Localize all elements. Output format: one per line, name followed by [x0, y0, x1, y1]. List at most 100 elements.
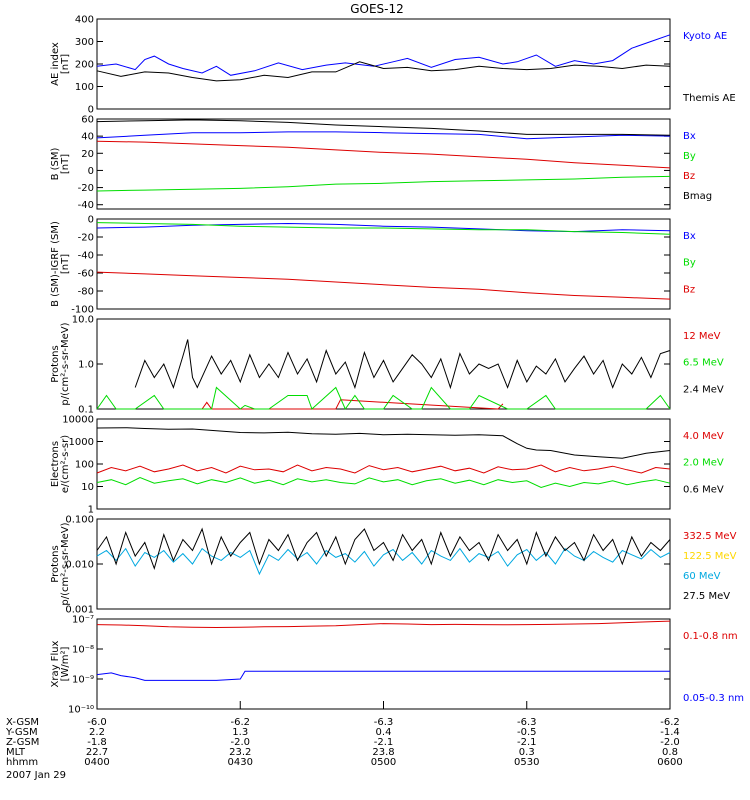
ephemeris-value: 0500: [371, 757, 396, 768]
y-tick-label: -20: [78, 233, 94, 244]
legend-entry: Bz: [683, 171, 695, 182]
y-axis-label: B (SM)-IGRF (SM): [50, 221, 61, 307]
panel-frame: [96, 318, 671, 410]
legend-entry: 332.5 MeV: [683, 531, 737, 542]
ephemeris-value: -6.3: [517, 717, 537, 728]
x-axis-group: X-GSM -6.0 -6.2 -6.3 -6.3 -6.2Y-GSM 2.2 1.3 0.4-…: [5, 701, 683, 768]
y-tick-label: 10⁻⁹: [72, 675, 94, 686]
series-line: [96, 222, 671, 235]
y-tick-label: -40: [78, 251, 94, 262]
panel-5: 1 10 100 1000 10000 Electrons e/(cm²-s-sr) 4.0 …: [50, 415, 724, 516]
y-tick-label: 10: [81, 482, 94, 493]
ephemeris-value: -2.1: [517, 737, 537, 748]
panel-frame: [96, 418, 671, 510]
series-line: [96, 476, 671, 489]
y-tick-label: 300: [75, 37, 94, 48]
chart-title: GOES-12: [350, 2, 404, 16]
y-tick-label: 60: [81, 115, 94, 126]
ephemeris-value: -6.3: [374, 717, 394, 728]
ephemeris-value: 2.2: [89, 727, 105, 738]
legend-entry: 4.0 MeV: [683, 431, 724, 442]
series-line: [134, 339, 671, 390]
y-tick-label: -40: [78, 200, 94, 211]
ephemeris-value: -2.1: [374, 737, 394, 748]
y-axis-label: AE index: [50, 42, 61, 86]
series-line: [96, 131, 671, 140]
y-axis-label: Protons: [50, 345, 61, 382]
series-line: [96, 271, 671, 300]
y-axis-label: p/(cm²-s-sr-MeV): [60, 522, 71, 605]
y-tick-label: -20: [78, 183, 94, 194]
ephemeris-value: -6.0: [87, 717, 107, 728]
legend-entry: Bz: [683, 284, 695, 295]
ephemeris-value: 0.4: [376, 727, 392, 738]
series-line: [96, 620, 671, 629]
legend-entry: 12 MeV: [683, 331, 721, 342]
y-tick-label: 10⁻¹⁰: [68, 705, 94, 716]
legend-entry: Bx: [683, 231, 696, 242]
y-axis-label: Electrons: [50, 441, 61, 487]
series-line: [96, 175, 671, 192]
y-tick-label: -80: [78, 287, 94, 298]
series-line: [96, 670, 670, 681]
series-line: [96, 140, 671, 169]
y-axis-label: [W/m²]: [60, 646, 71, 681]
y-tick-label: 0: [88, 215, 94, 226]
series-line: [96, 547, 671, 576]
y-tick-label: 0.100: [65, 515, 94, 526]
legend-entry: 122.5 MeV: [683, 551, 737, 562]
panel-frame: [96, 518, 671, 610]
y-axis-label: [nT]: [60, 54, 71, 74]
ephemeris-value: -1.4: [660, 727, 680, 738]
ephemeris-value: -2.0: [230, 737, 250, 748]
legend-entry: By: [683, 151, 696, 162]
y-tick-label: 100: [75, 460, 94, 471]
y-tick-label: -100: [71, 305, 94, 316]
ephemeris-value: -1.8: [87, 737, 107, 748]
ephemeris-value: 23.8: [372, 747, 394, 758]
legend-entry: 60 MeV: [683, 571, 721, 582]
y-tick-label: 0.001: [65, 605, 94, 616]
y-tick-label: 1000: [69, 437, 94, 448]
y-tick-label: 10000: [62, 415, 94, 426]
y-tick-label: 100: [75, 82, 94, 93]
y-tick-label: 0.010: [65, 560, 94, 571]
legend-entry: Kyoto AE: [683, 31, 727, 42]
y-tick-label: 1.0: [78, 360, 94, 371]
y-axis-label: Xray Flux: [50, 640, 61, 687]
ephemeris-value: 0.8: [662, 747, 678, 758]
ephemeris-label: Y-GSM: [5, 727, 38, 738]
ephemeris-value: 0.3: [519, 747, 535, 758]
legend-entry: 2.0 MeV: [683, 458, 724, 469]
y-tick-label: 40: [81, 132, 94, 143]
ephemeris-value: -0.5: [517, 727, 537, 738]
y-axis-label: [nT]: [60, 254, 71, 274]
y-tick-label: 1: [88, 505, 94, 516]
ephemeris-value: 22.7: [86, 747, 108, 758]
y-axis-label: [nT]: [60, 154, 71, 174]
panel-frame: [96, 618, 671, 710]
y-tick-label: 0: [88, 166, 94, 177]
series-line: [96, 527, 671, 571]
series-line: [96, 119, 671, 136]
ephemeris-value: 0530: [514, 757, 539, 768]
panel-6: 0.001 0.010 0.100 Protons p/(cm²-s-sr-MeV) 33…: [50, 515, 737, 616]
ephemeris-value: -6.2: [660, 717, 680, 728]
date-label: 2007 Jan 29: [6, 770, 66, 781]
ephemeris-value: -2.0: [660, 737, 680, 748]
legend-entry: Bx: [683, 131, 696, 142]
ephemeris-label: hhmm: [6, 757, 38, 768]
series-line: [96, 61, 671, 82]
series-line: [201, 399, 504, 410]
legend-entry: 2.4 MeV: [683, 384, 724, 395]
y-axis-label: e/(cm²-s-sr): [60, 435, 71, 493]
y-tick-label: 200: [75, 60, 94, 71]
y-tick-label: 20: [81, 149, 94, 160]
legend-entry: 0.1-0.8 nm: [683, 631, 738, 642]
legend-entry: 27.5 MeV: [683, 591, 730, 602]
y-axis-label: p/(cm²-s-sr-MeV): [60, 322, 71, 405]
y-tick-label: 10⁻⁷: [72, 615, 94, 626]
series-line: [96, 464, 671, 474]
